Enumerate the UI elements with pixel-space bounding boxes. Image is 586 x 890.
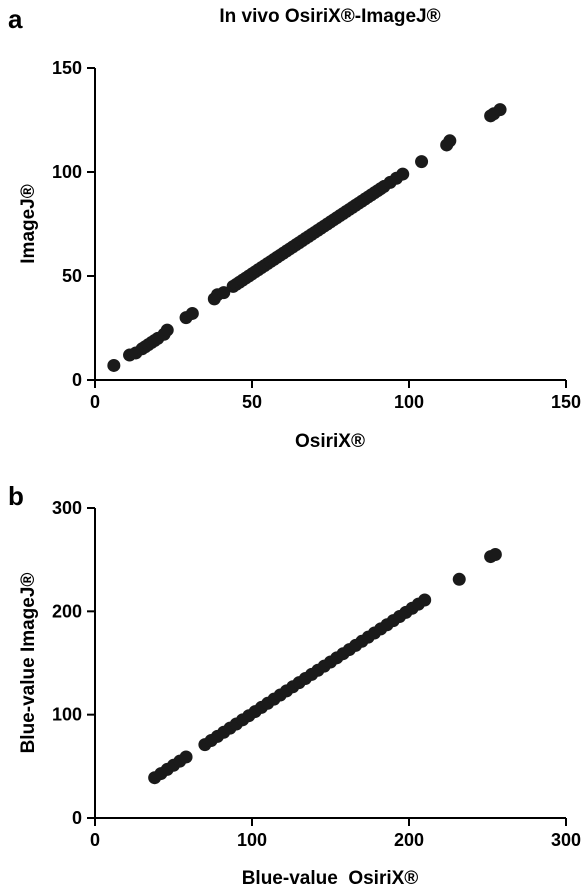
chart-a-title: In vivo OsiriX®-ImageJ® [219,6,440,27]
chart-b-data-point [488,548,502,561]
chart-a-y-tick-label: 0 [72,370,82,390]
panel-letter-a: a [8,4,23,34]
chart-b-points [148,548,502,785]
chart-b-x-ticks: 0 100 200 300 [90,818,581,850]
chart-a-data-point [493,103,507,117]
chart-a-y-tick-label: 100 [52,162,82,182]
chart-b-x-tick-label: 100 [237,830,267,850]
chart-b-y-label: Blue-value ImageJ® [18,573,39,754]
chart-a-x-tick-label: 50 [242,392,262,412]
chart-a-data-point [107,358,121,372]
chart-a-points [107,103,507,372]
chart-a: a In vivo OsiriX®-ImageJ® ImageJ® OsiriX… [8,4,581,452]
panel-letter-b: b [8,481,24,511]
chart-b-data-point [418,593,432,607]
chart-a-y-tick-label: 50 [62,266,82,286]
chart-b-y-tick-label: 300 [52,498,82,518]
chart-a-y-label: ImageJ® [18,184,39,263]
chart-a-data-point [396,167,410,181]
chart-b-x-tick-label: 0 [90,830,100,850]
chart-b-data-point [452,572,466,586]
chart-b-y-ticks: 0 100 200 300 [52,498,95,828]
chart-b-x-tick-label: 200 [394,830,424,850]
chart-b-y-tick-label: 0 [72,808,82,828]
chart-b-y-tick-label: 100 [52,705,82,725]
chart-a-y-tick-label: 150 [52,58,82,78]
chart-a-x-ticks: 0 50 100 150 [90,380,581,412]
chart-a-data-point [415,155,429,169]
chart-a-data-point [160,323,174,337]
chart-a-data-point [443,134,457,148]
chart-a-x-tick-label: 150 [551,392,581,412]
chart-a-x-tick-label: 0 [90,392,100,412]
chart-b-data-point [179,750,193,764]
chart-b-x-tick-label: 300 [551,830,581,850]
chart-a-data-point [185,306,199,320]
chart-a-x-tick-label: 100 [394,392,424,412]
chart-b-y-tick-label: 200 [52,601,82,621]
chart-a-data-point [217,286,231,300]
chart-b: b Blue-value ImageJ® Blue-value OsiriX® … [8,481,581,889]
chart-b-x-label: Blue-value OsiriX® [242,868,419,889]
chart-a-x-label: OsiriX® [295,431,365,452]
chart-a-y-ticks: 0 50 100 150 [52,58,95,390]
